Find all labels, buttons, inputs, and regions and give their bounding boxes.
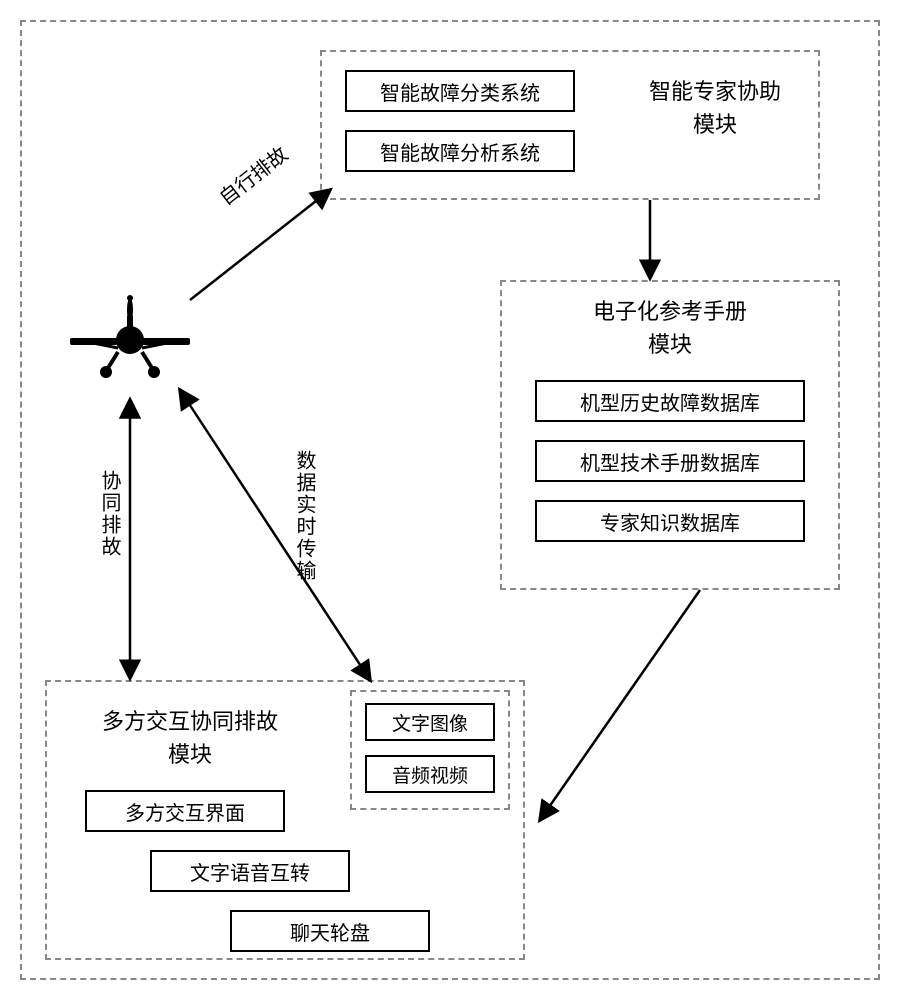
collab-media-audio-video: 音频视频 [365, 755, 495, 793]
collab-item-ui: 多方交互界面 [85, 790, 285, 832]
module-manual-title: 电子化参考手册模块 [570, 295, 770, 361]
edge-label-collab-troubleshoot: 协同排故 [95, 470, 124, 558]
manual-item-tech-db: 机型技术手册数据库 [535, 440, 805, 482]
edge-label-data-transfer: 数据实时传输 [290, 450, 319, 582]
manual-item-expert-db: 专家知识数据库 [535, 500, 805, 542]
collab-item-text-speech: 文字语音互转 [150, 850, 350, 892]
manual-item-history-db: 机型历史故障数据库 [535, 380, 805, 422]
module-collab-title: 多方交互协同排故模块 [75, 705, 305, 771]
module-expert-title: 智能专家协助模块 [630, 75, 800, 141]
expert-item-classify: 智能故障分类系统 [345, 70, 575, 112]
collab-item-chat-wheel: 聊天轮盘 [230, 910, 430, 952]
expert-item-analyze: 智能故障分析系统 [345, 130, 575, 172]
collab-media-text-image: 文字图像 [365, 703, 495, 741]
